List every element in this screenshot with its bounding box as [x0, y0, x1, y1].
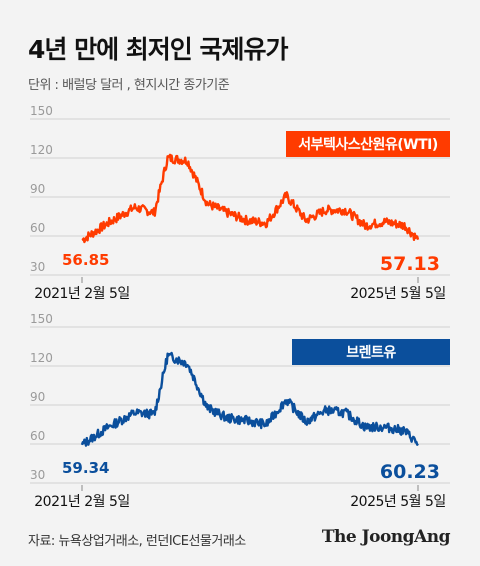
brent-ytick-label: 90	[30, 390, 45, 404]
brent-series-line	[80, 351, 419, 447]
wti-end-date: 2025년 5월 5일	[350, 286, 445, 302]
publisher-logo: The JoongAng	[321, 527, 451, 547]
unit-subtitle: 단위 : 배럴당 달러 , 현지시간 종가기준	[28, 78, 230, 93]
page-title: 4년 만에 최저인 국제유가	[28, 35, 289, 64]
wti-ytick-label: 60	[30, 221, 45, 235]
brent-end-date: 2025년 5월 5일	[350, 494, 445, 510]
wti-end-value: 57.13	[380, 253, 440, 275]
brent-legend-box	[292, 339, 450, 365]
brent-start-value: 59.34	[62, 459, 109, 477]
wti-start-value: 56.85	[62, 251, 109, 269]
brent-chart: 150 120 90 60 30 브렌트유 59.34 60.23 2021년 2월 5일 20…	[30, 313, 450, 510]
wti-chart: 150 120 90 60 30 서부텍사스산원유(WTI) 56.85 57.13 2021…	[30, 105, 450, 302]
wti-series-line	[81, 153, 420, 244]
wti-ytick-label: 150	[30, 105, 53, 118]
brent-ytick-label: 30	[30, 468, 45, 482]
wti-start-date: 2021년 2월 5일	[34, 286, 129, 302]
source-note: 자료: 뉴욕상업거래소, 런던ICE선물거래소	[28, 534, 246, 549]
brent-start-date: 2021년 2월 5일	[34, 494, 129, 510]
brent-end-value: 60.23	[380, 461, 440, 483]
wti-ytick-label: 120	[30, 143, 53, 157]
brent-ytick-label: 120	[30, 351, 53, 365]
wti-ytick-label: 90	[30, 182, 45, 196]
wti-legend-label: 서부텍사스산원유(WTI)	[298, 136, 438, 153]
brent-ytick-label: 150	[30, 313, 53, 326]
brent-legend-label: 브렌트유	[346, 344, 396, 361]
wti-legend-box	[286, 131, 450, 157]
brent-ytick-label: 60	[30, 429, 45, 443]
wti-ytick-label: 30	[30, 260, 45, 274]
